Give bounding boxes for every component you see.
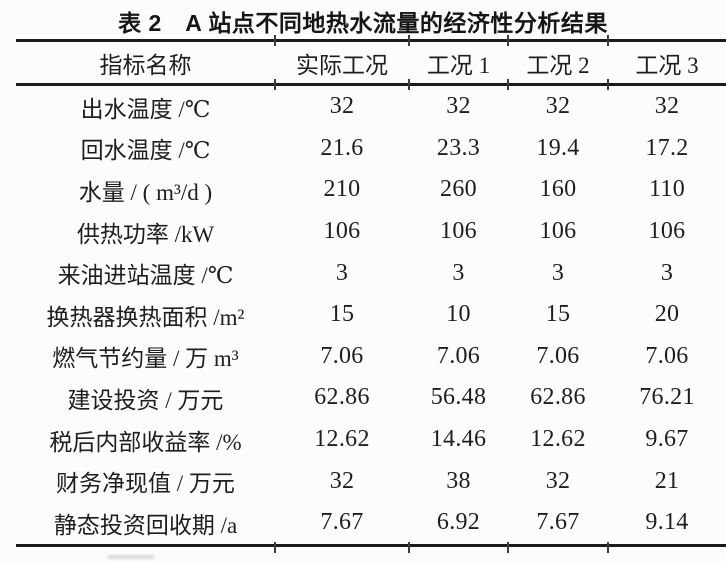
table-body: 出水温度 /℃ 32 32 32 32 回水温度 /℃ 21.6 23.3 19.4 17.2 水量…	[16, 85, 726, 546]
value-cell: 10	[446, 301, 471, 328]
column-rule-tick	[507, 35, 509, 46]
table-row: 出水温度 /℃ 32 32 32 32	[16, 85, 726, 128]
value-cell: 7.06	[536, 342, 580, 369]
value-cell: 3	[660, 259, 674, 286]
col-header-case-1: 工况 1	[426, 52, 491, 78]
value-cell: 7.67	[536, 509, 580, 536]
table-row: 静态投资回收期 /a 7.67 6.92 7.67 9.14	[16, 502, 726, 545]
column-rule-tick	[507, 78, 509, 90]
value-cell: 17.2	[645, 134, 689, 161]
value-cell: 12.62	[314, 426, 370, 453]
value-cell: 21	[654, 467, 680, 494]
economic-analysis-table: 指标名称 实际工况 工况 1 工况 2 工况 3 出水温度 /℃ 32 32 32 32…	[16, 39, 726, 547]
column-rule-tick	[408, 541, 410, 553]
value-cell: 3	[452, 259, 465, 286]
value-cell: 76.21	[639, 384, 695, 411]
table-row: 回水温度 /℃ 21.6 23.3 19.4 17.2	[16, 128, 726, 170]
value-cell: 3	[335, 259, 349, 286]
col-header-case-2: 工况 2	[526, 52, 590, 78]
value-cell: 23.3	[436, 134, 481, 161]
table-row: 来油进站温度 /℃ 3 3 3 3	[16, 252, 726, 294]
row-label: 来油进站温度 /℃	[57, 263, 234, 289]
value-cell: 6.92	[436, 509, 481, 536]
value-cell: 106	[323, 218, 361, 245]
value-cell: 12.62	[530, 426, 586, 453]
row-label: 税后内部收益率 /%	[49, 429, 242, 455]
row-label: 回水温度 /℃	[80, 138, 211, 164]
value-cell: 32	[329, 467, 355, 494]
row-label: 财务净现值 / 万元	[56, 471, 235, 497]
value-cell: 3	[551, 259, 565, 286]
value-cell: 110	[648, 176, 685, 203]
value-cell: 260	[440, 176, 477, 203]
value-cell: 15	[329, 301, 355, 328]
value-cell: 56.48	[430, 384, 487, 411]
row-label: 燃气节约量 / 万 m³	[52, 346, 239, 372]
table-row: 财务净现值 / 万元 32 38 32 21	[16, 460, 726, 502]
col-header-case-3: 工况 3	[635, 52, 699, 78]
column-rule-tick	[408, 35, 410, 46]
table-row: 建设投资 / 万元 62.86 56.48 62.86 76.21	[16, 377, 726, 419]
value-cell: 19.4	[536, 134, 580, 161]
column-rule-tick	[274, 78, 276, 90]
row-label: 静态投资回收期 /a	[53, 512, 238, 538]
table-row: 水量 / ( m³/d ) 210 260 160 110	[16, 169, 726, 211]
table-title: 表 2 A 站点不同地热水流量的经济性分析结果	[118, 10, 608, 36]
value-cell: 210	[323, 176, 361, 203]
row-label: 水量 / ( m³/d )	[78, 179, 213, 205]
value-cell: 38	[446, 467, 471, 494]
value-cell: 20	[654, 301, 680, 328]
column-rule-tick	[607, 35, 609, 46]
table-row: 燃气节约量 / 万 m³ 7.06 7.06 7.06 7.06	[16, 336, 726, 378]
value-cell: 106	[440, 218, 477, 245]
value-cell: 15	[545, 301, 571, 328]
row-label: 换热器换热面积 /m²	[46, 304, 245, 330]
value-cell: 160	[539, 176, 577, 203]
value-cell: 62.86	[314, 384, 370, 411]
table-row: 供热功率 /kW 106 106 106 106	[16, 211, 726, 253]
value-cell: 62.86	[530, 384, 586, 411]
column-rule-tick	[607, 78, 609, 90]
value-cell: 7.67	[320, 509, 364, 536]
column-rule-tick	[274, 35, 276, 46]
row-label: 建设投资 / 万元	[67, 387, 224, 413]
value-cell: 32	[545, 467, 571, 494]
value-cell: 32	[545, 93, 571, 120]
value-cell: 106	[539, 218, 577, 245]
value-cell: 106	[648, 218, 686, 245]
row-label: 出水温度 /℃	[80, 96, 211, 122]
value-cell: 7.06	[645, 342, 689, 369]
column-rule-tick	[408, 78, 410, 90]
value-cell: 7.06	[436, 342, 481, 369]
row-label: 供热功率 /kW	[76, 221, 215, 247]
column-rule-tick	[607, 541, 609, 553]
value-cell: 14.46	[430, 426, 487, 453]
table-row: 税后内部收益率 /% 12.62 14.46 12.62 9.67	[16, 419, 726, 461]
column-rule-tick	[507, 541, 509, 553]
value-cell: 9.67	[645, 426, 689, 453]
value-cell: 32	[446, 93, 471, 120]
column-rule-tick	[274, 541, 276, 553]
value-cell: 21.6	[320, 134, 364, 161]
col-header-indicator: 指标名称	[99, 52, 192, 78]
header-row: 指标名称 实际工况 工况 1 工况 2 工况 3	[16, 41, 726, 85]
table-row: 换热器换热面积 /m² 15 10 15 20	[16, 294, 726, 336]
col-header-actual-condition: 实际工况	[296, 52, 388, 78]
value-cell: 9.14	[645, 509, 689, 536]
scan-artifact	[108, 555, 154, 559]
value-cell: 7.06	[320, 342, 364, 369]
value-cell: 32	[329, 93, 355, 120]
value-cell: 32	[654, 93, 680, 120]
